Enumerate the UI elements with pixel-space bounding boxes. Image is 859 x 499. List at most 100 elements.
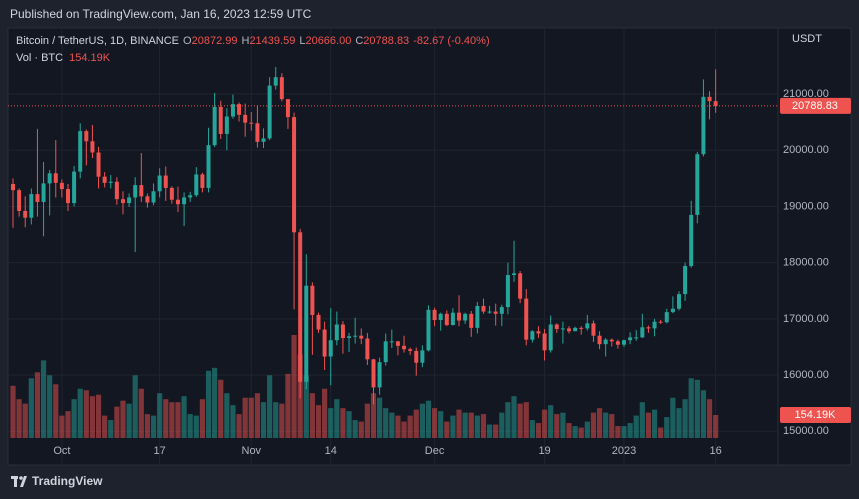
y-tick-label: 18000.00 [783, 257, 829, 269]
candle-body [634, 337, 639, 339]
volume-bar [651, 409, 658, 438]
volume-bar [205, 370, 212, 438]
candle-body [371, 359, 376, 388]
volume-bar [181, 396, 187, 438]
volume-bar [254, 393, 260, 438]
price-tag-label: 20788.83 [792, 100, 838, 112]
volume-bar [493, 424, 499, 438]
volume-bar [53, 384, 59, 438]
volume-bar [425, 400, 432, 438]
volume-bar [560, 412, 566, 438]
volume-bar [10, 385, 16, 438]
candle-body [603, 339, 608, 345]
candle-body [224, 116, 229, 134]
volume-value: 154.19K [69, 52, 111, 64]
volume-bar [377, 397, 383, 438]
volume-bar [328, 408, 334, 438]
candle-body [652, 321, 657, 329]
volume-bar [175, 402, 181, 438]
volume-bar [364, 403, 370, 438]
volume-bar [603, 412, 609, 438]
candle-body [310, 285, 315, 315]
volume-bar [645, 412, 652, 438]
volume-bar [370, 393, 377, 438]
volume-bar [303, 375, 309, 438]
volume-bar [664, 417, 670, 438]
volume-bar [499, 412, 505, 438]
candle-body [218, 106, 223, 134]
candle-body [78, 131, 83, 172]
volume-bar [144, 414, 151, 438]
candle-body [139, 185, 144, 197]
candle-body [298, 232, 303, 382]
candle-body [450, 312, 455, 326]
volume-bar [346, 411, 352, 438]
volume-tag-label: 154.19K [795, 409, 837, 421]
volume-bar [65, 411, 71, 438]
volume-bar [163, 399, 169, 438]
ohlc-letter: H [241, 35, 249, 47]
volume-bar [590, 412, 597, 438]
candle-body [65, 189, 70, 204]
volume-bar [212, 367, 218, 438]
volume-bar [150, 415, 157, 438]
volume-bar [352, 420, 358, 438]
x-tick-label: 17 [154, 445, 166, 457]
candle-body [658, 321, 663, 323]
candle-body [481, 305, 486, 312]
volume-bar [511, 396, 517, 438]
volume-bar [199, 399, 206, 438]
candle-body [127, 197, 132, 204]
x-tick-label: Dec [425, 445, 445, 457]
candle-body [597, 335, 602, 345]
candle-body [536, 331, 541, 334]
candle-body [169, 187, 174, 200]
candle-body [72, 171, 77, 204]
volume-bar [627, 423, 633, 438]
candle-body [249, 122, 254, 124]
volume-bar [572, 426, 578, 438]
volume-bar [95, 394, 102, 438]
volume-bar [566, 423, 572, 438]
volume-bar [242, 397, 248, 438]
ohlc-letter: O [183, 35, 192, 47]
volume-bar [71, 399, 77, 438]
candle-body [17, 190, 22, 211]
y-tick-label: 15000.00 [783, 425, 829, 437]
candle-body [664, 312, 669, 323]
volume-bar [47, 375, 53, 438]
candle-body [512, 273, 517, 276]
candle-body [573, 327, 578, 332]
candle-body [11, 183, 15, 191]
candle-body [47, 173, 52, 184]
volume-bar [609, 414, 615, 438]
volume-bar [682, 399, 688, 438]
volume-bar [700, 390, 707, 438]
candle-body [188, 195, 193, 198]
candle-body [157, 175, 162, 192]
volume-bar [83, 390, 89, 438]
volume-bar [444, 421, 450, 438]
volume-bar [713, 414, 719, 438]
candle-body [640, 327, 645, 338]
candle-body [41, 183, 46, 202]
candle-body [548, 324, 553, 351]
candle-body [408, 349, 413, 351]
candle-body [23, 210, 28, 218]
volume-bar [273, 402, 279, 438]
candle-body [316, 314, 321, 330]
candle-body [414, 350, 419, 363]
volume-bar [431, 408, 438, 438]
volume-bar [260, 402, 267, 438]
candle-body [615, 341, 620, 345]
candle-body [579, 327, 584, 329]
volume-bar [358, 421, 364, 438]
volume-bar [505, 402, 511, 438]
candle-body [463, 313, 468, 321]
candle-body [267, 85, 272, 139]
volume-bar [193, 415, 199, 438]
candle-body [402, 345, 407, 350]
legend-line: Bitcoin / TetherUS, 1D, BINANCE O20872.99… [16, 35, 490, 47]
volume-bar [157, 393, 163, 438]
candle-body [554, 324, 559, 329]
